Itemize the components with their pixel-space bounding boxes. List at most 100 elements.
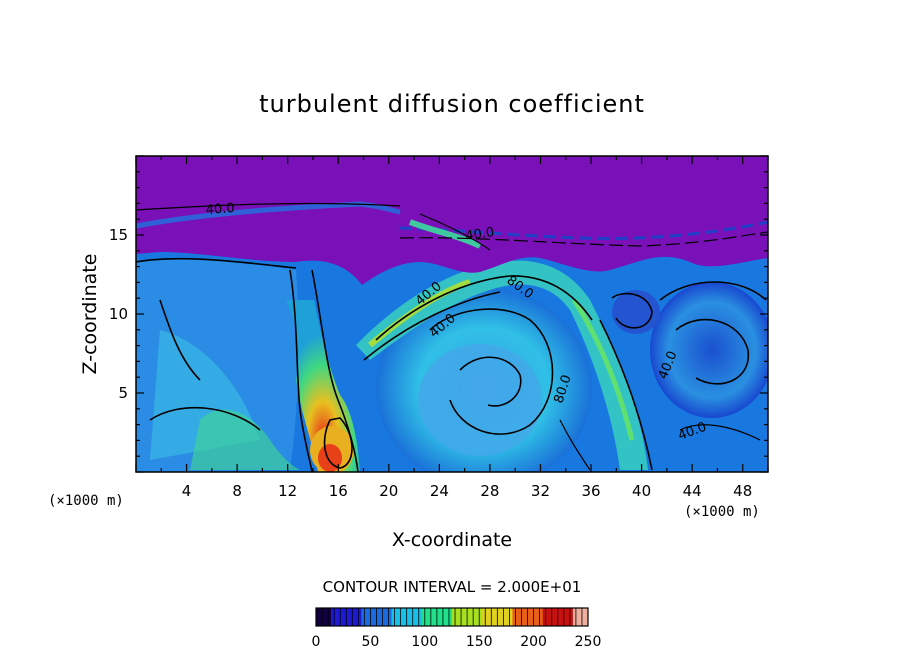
colorbar-tick-label: 50 [361,634,379,650]
colorbar-cell [325,608,329,626]
colorbar-cell [364,608,368,626]
colorbar-cell [367,608,371,626]
colorbar-cell [340,608,344,626]
right-vortex [650,282,768,418]
x-axis: 4 8 12 16 20 24 28 32 36 40 44 48 [135,156,769,500]
colorbar-cell [464,608,468,626]
colorbar-cell [412,608,417,626]
colorbar-cell [334,608,338,626]
colorbar-cell [476,608,480,626]
colorbar-cell [515,608,519,626]
colorbar-cell [361,608,365,626]
colorbar-cell [352,608,356,626]
colorbar-cell [539,608,543,626]
colorbar-cell [433,608,438,626]
colorbar-cell [554,608,559,626]
colorbar-cell [427,608,432,626]
colorbar-cell [349,608,353,626]
colorbar-cell [403,608,407,626]
colorbar-cell [343,608,347,626]
colorbar-cell [566,608,571,626]
colorbar-cell [331,608,335,626]
colorbar-cell [509,608,513,626]
colorbar-cell [530,608,534,626]
colorbar-cell [388,608,392,626]
colorbar-cell [536,608,540,626]
colorbar-cell [524,608,528,626]
x-tick-label: 28 [480,482,499,500]
colorbar-cell [491,608,495,626]
colorbar-cell [497,608,501,626]
chart-title: turbulent diffusion coefficient [259,90,645,118]
colorbar-cell [467,608,471,626]
x-tick-label: 44 [683,482,702,500]
x-unit-label: (×1000 m) [48,493,124,509]
colorbar-cell [569,608,574,626]
colorbar-cell [328,608,332,626]
plot-area: 40.0 40.0 40.0 80.0 40.0 80.0 40.0 40.0 [136,156,768,472]
colorbar-cell [370,608,374,626]
x-tick-label: 16 [329,482,348,500]
x-tick-label: 8 [232,482,242,500]
colorbar-cell [376,608,380,626]
colorbar-cell [379,608,383,626]
colorbar-frame [315,607,589,627]
x-tick-label: 36 [581,482,600,500]
colorbar-cell [473,608,477,626]
colorbar-cell [337,608,341,626]
colorbar-cell [445,608,450,626]
colorbar-cell [485,608,489,626]
y-unit-label: (×1000 m) [684,504,760,520]
colorbar-cell [436,608,441,626]
colorbar-cell [548,608,553,626]
colorbar-cell [382,608,386,626]
colorbar-cell [406,608,410,626]
colorbar-cell [557,608,562,626]
contour-interval: CONTOUR INTERVAL = 2.000E+01 [323,578,582,596]
colorbar-cell [527,608,531,626]
colorbar-cell [512,608,516,626]
colorbar-cell [521,608,525,626]
colorbar-cell [409,608,414,626]
colorbar-cell [545,608,550,626]
colorbar-cell [518,608,522,626]
colorbar-cell [500,608,504,626]
x-tick-label: 32 [531,482,550,500]
colorbar-tick-label: 250 [575,634,602,650]
x-tick-label: 40 [632,482,651,500]
colorbar-cell [458,608,462,626]
colorbar-cell [346,608,350,626]
colorbar-cell [584,608,589,626]
colorbar-cell [391,608,395,626]
y-tick-label: 5 [118,384,128,402]
colorbar-tick-label: 0 [312,634,321,650]
shear-band [356,260,648,470]
colorbar-tick-label: 200 [520,634,547,650]
colorbar-cell [560,608,565,626]
colorbar-cell [533,608,537,626]
y-tick-label: 10 [109,305,128,323]
colorbar: 0 50 100 150 200 250 [312,607,602,650]
x-tick-label: 24 [430,482,449,500]
colorbar-cell [415,608,420,626]
colorbar-cell [316,608,320,626]
colorbar-cell [572,608,577,626]
colorbar-cell [503,608,507,626]
colorbar-cell [575,608,580,626]
colorbar-cell [448,608,453,626]
y-axis-label: Z-coordinate [79,254,101,375]
colorbar-tick-label: 150 [466,634,493,650]
x-axis-label: X-coordinate [392,529,512,551]
colorbar-cell [494,608,498,626]
colorbar-cell [488,608,492,626]
colorbar-cell [479,608,483,626]
colorbar-cell [551,608,556,626]
colorbar-cell [442,608,447,626]
colorbar-cell [358,608,362,626]
y-axis: 5 10 15 [109,155,768,473]
colorbar-tick-label: 100 [411,634,438,650]
x-tick-label: 48 [733,482,752,500]
colorbar-cell [578,608,583,626]
x-tick-label: 12 [278,482,297,500]
